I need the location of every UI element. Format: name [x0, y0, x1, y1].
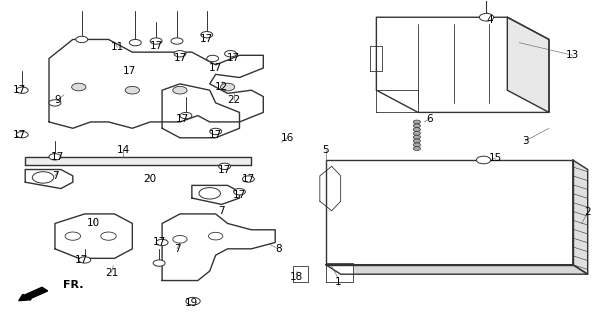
Text: 17: 17: [209, 63, 222, 73]
Circle shape: [174, 51, 186, 57]
Circle shape: [76, 36, 88, 43]
Circle shape: [413, 135, 420, 139]
Circle shape: [156, 239, 168, 246]
Polygon shape: [162, 84, 239, 138]
Polygon shape: [326, 160, 573, 265]
Text: 17: 17: [152, 237, 166, 247]
Circle shape: [210, 128, 222, 135]
Polygon shape: [25, 157, 251, 165]
Text: 17: 17: [150, 41, 163, 51]
Polygon shape: [162, 214, 275, 281]
Text: 3: 3: [522, 136, 529, 146]
Polygon shape: [326, 263, 353, 282]
Polygon shape: [573, 160, 588, 274]
Text: 17: 17: [233, 190, 246, 200]
Circle shape: [16, 87, 28, 93]
Text: 20: 20: [144, 174, 157, 184]
Text: 6: 6: [426, 114, 434, 124]
Polygon shape: [55, 214, 132, 258]
Circle shape: [413, 128, 420, 132]
FancyArrow shape: [19, 287, 48, 301]
Circle shape: [413, 147, 420, 150]
Text: 17: 17: [176, 114, 190, 124]
Circle shape: [79, 257, 91, 263]
Circle shape: [180, 112, 192, 119]
Polygon shape: [376, 17, 549, 112]
Text: 17: 17: [227, 53, 240, 63]
Polygon shape: [25, 170, 73, 188]
Polygon shape: [293, 266, 308, 282]
Circle shape: [150, 38, 162, 44]
Circle shape: [207, 55, 219, 62]
Text: 16: 16: [280, 133, 294, 143]
Text: 17: 17: [209, 130, 222, 140]
Circle shape: [413, 124, 420, 128]
Polygon shape: [507, 17, 549, 112]
Text: 17: 17: [242, 174, 255, 184]
Circle shape: [16, 132, 28, 138]
Polygon shape: [320, 166, 341, 211]
Text: 15: 15: [489, 153, 502, 164]
Text: 22: 22: [227, 95, 240, 105]
Text: 2: 2: [584, 207, 591, 217]
Text: 14: 14: [117, 146, 130, 156]
Polygon shape: [192, 185, 239, 204]
Text: FR.: FR.: [63, 280, 83, 290]
Text: 1: 1: [334, 277, 341, 287]
Text: 17: 17: [123, 66, 136, 76]
Circle shape: [129, 39, 141, 46]
Circle shape: [221, 83, 235, 91]
Text: 8: 8: [275, 244, 282, 254]
Circle shape: [234, 188, 245, 195]
Circle shape: [49, 154, 61, 160]
Text: 7: 7: [51, 171, 58, 181]
Circle shape: [413, 139, 420, 143]
Text: 17: 17: [218, 164, 231, 174]
Text: 17: 17: [13, 85, 26, 95]
Text: 17: 17: [13, 130, 26, 140]
Circle shape: [173, 86, 187, 94]
Text: 18: 18: [289, 272, 303, 282]
Circle shape: [186, 297, 200, 305]
Text: 12: 12: [215, 82, 228, 92]
Circle shape: [171, 38, 183, 44]
Circle shape: [219, 163, 231, 170]
Text: 19: 19: [185, 298, 199, 308]
Text: 4: 4: [486, 15, 493, 25]
Circle shape: [225, 51, 236, 57]
Text: 17: 17: [173, 53, 187, 63]
Circle shape: [477, 156, 491, 164]
Circle shape: [413, 120, 420, 124]
Circle shape: [49, 100, 61, 106]
Text: 7: 7: [173, 244, 180, 254]
Text: 17: 17: [200, 35, 213, 44]
Text: 7: 7: [218, 206, 225, 216]
Circle shape: [201, 32, 213, 38]
Text: 5: 5: [322, 146, 329, 156]
Polygon shape: [49, 39, 263, 128]
Text: 21: 21: [105, 268, 118, 278]
Circle shape: [413, 143, 420, 147]
Text: 10: 10: [87, 219, 100, 228]
Text: 13: 13: [566, 50, 579, 60]
Text: 9: 9: [54, 95, 61, 105]
Polygon shape: [370, 46, 382, 71]
Circle shape: [72, 83, 86, 91]
Text: 17: 17: [75, 255, 89, 265]
Circle shape: [480, 13, 493, 21]
Circle shape: [413, 132, 420, 135]
Text: 11: 11: [111, 42, 124, 52]
Text: 17: 17: [51, 152, 65, 162]
Circle shape: [242, 176, 254, 182]
Polygon shape: [326, 265, 588, 274]
Circle shape: [125, 86, 139, 94]
Circle shape: [153, 260, 165, 266]
